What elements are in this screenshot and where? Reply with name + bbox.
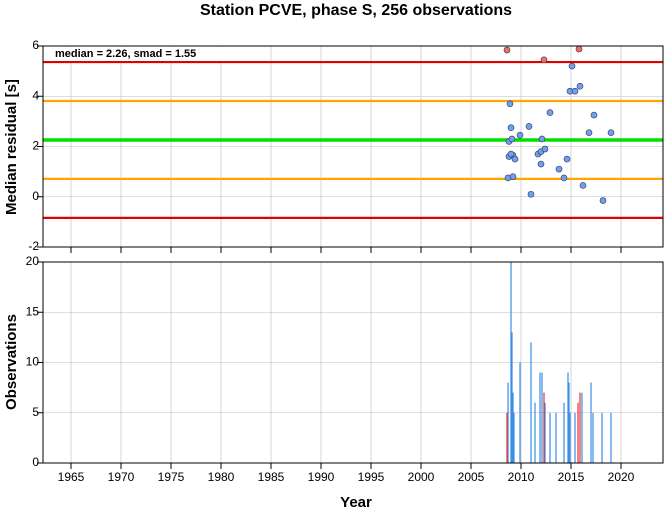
x-tick-label: 1980 (208, 470, 235, 484)
x-tick-label: 2010 (508, 470, 535, 484)
point (607, 129, 615, 136)
x-tick-label: 2020 (608, 470, 635, 484)
y-tick-label: 10 (26, 355, 40, 369)
point (555, 165, 563, 173)
point (503, 46, 511, 54)
bar (511, 332, 513, 463)
point (563, 155, 571, 163)
x-tick-label: 1990 (308, 470, 335, 484)
point (525, 123, 533, 130)
bar (549, 412, 551, 463)
point (506, 100, 514, 108)
bar (601, 412, 603, 463)
point (599, 197, 607, 204)
point (585, 129, 593, 136)
y-tick-label: 0 (32, 455, 39, 469)
bar (513, 412, 515, 463)
point (540, 56, 548, 64)
point (509, 173, 517, 180)
y-tick-label: 20 (26, 254, 40, 268)
bar (555, 412, 557, 463)
x-tick-label: 1975 (158, 470, 185, 484)
point (560, 174, 568, 182)
bar (543, 392, 545, 463)
x-tick-label: 1965 (58, 470, 85, 484)
x-tick-label: 1985 (258, 470, 285, 484)
bar (507, 382, 509, 463)
bar (590, 382, 592, 463)
bar (541, 372, 543, 463)
y-tick-label: 4 (32, 88, 39, 102)
y-tick-label: 2 (32, 139, 39, 153)
point (568, 62, 576, 70)
point (516, 131, 524, 139)
chart-title: Station PCVE, phase S, 256 observations (200, 2, 512, 19)
x-tick-label: 2015 (558, 470, 585, 484)
x-tick-label: 1995 (358, 470, 385, 484)
bar (579, 392, 581, 463)
point (590, 111, 598, 119)
point (571, 87, 579, 95)
bar (539, 372, 541, 463)
bar (544, 402, 546, 463)
y-tick-label: -2 (28, 239, 39, 253)
point (546, 109, 554, 116)
x-axis-label: Year (340, 494, 372, 511)
point (576, 82, 584, 90)
bar (569, 412, 571, 463)
point (527, 190, 535, 198)
bar (506, 412, 508, 463)
x-tick-label: 2000 (408, 470, 435, 484)
bar (534, 402, 536, 463)
bar (512, 392, 514, 463)
point (579, 182, 587, 189)
point (511, 155, 519, 163)
point (537, 160, 545, 168)
bar (567, 372, 569, 463)
plot-frame (42, 45, 664, 248)
bar (510, 262, 512, 463)
bar (519, 362, 521, 463)
x-tick-label: 2005 (458, 470, 485, 484)
bar (574, 412, 576, 463)
point (508, 135, 516, 143)
bar (577, 402, 579, 463)
y-tick-label: 15 (26, 304, 40, 318)
y-axis-label: Observations (3, 314, 20, 410)
bar (530, 342, 532, 463)
bar (568, 382, 570, 463)
x-tick-label: 1970 (108, 470, 135, 484)
plot-frame (42, 261, 664, 464)
point (575, 45, 583, 53)
bar (581, 392, 583, 463)
y-tick-label: 0 (32, 189, 39, 203)
point (507, 150, 515, 158)
annotation-box (45, 47, 235, 61)
bar (563, 402, 565, 463)
point (507, 124, 515, 131)
bar (610, 412, 612, 463)
annotation: median = 2.26, smad = 1.55 (55, 48, 196, 60)
y-tick-label: 5 (32, 405, 39, 419)
y-tick-label: 6 (32, 38, 39, 52)
bar (592, 412, 594, 463)
y-axis-label: Median residual [s] (3, 79, 20, 215)
point (541, 145, 549, 153)
point (538, 135, 546, 143)
